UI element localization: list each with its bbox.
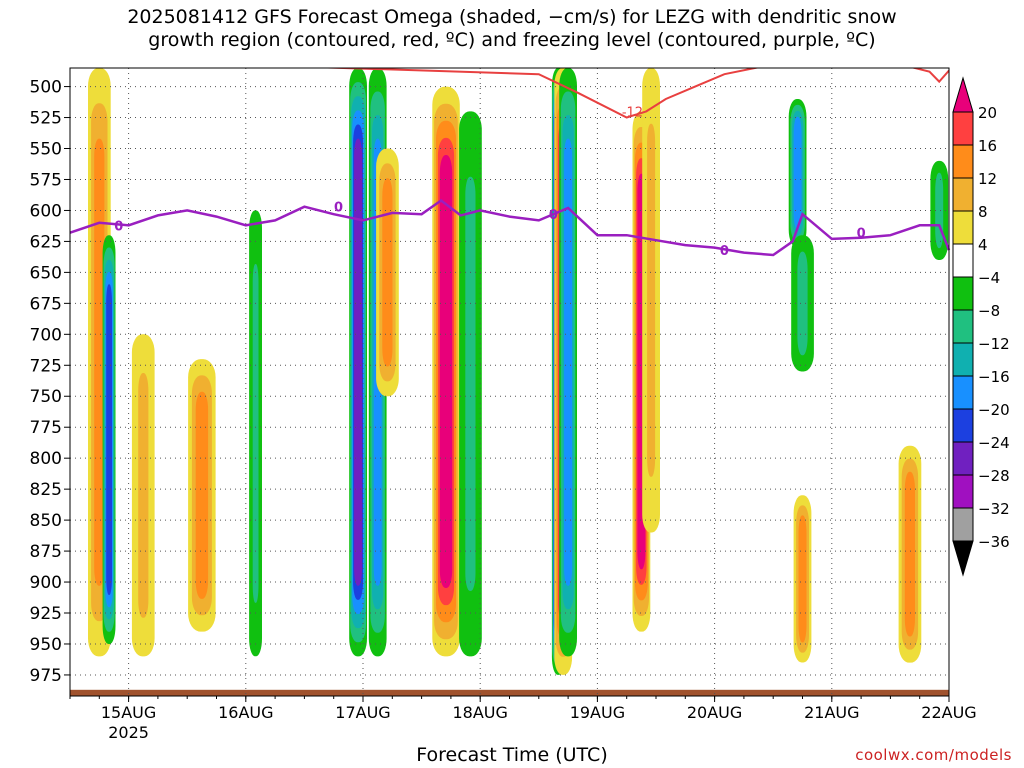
colorbar-swatch [952,210,974,245]
x-tick-label: 20AUG [687,703,742,722]
omega-band-16-level--8 [797,251,808,356]
omega-band-17-level-12 [798,515,807,643]
y-tick-label: 925 [30,604,62,624]
y-tick-label: 800 [30,449,62,469]
colorbar-label: −8 [978,302,1000,320]
x-tick-label: 17AUG [335,703,390,722]
freezing-level-label-2: 0 [549,208,558,223]
x-tick-label: 18AUG [452,703,507,722]
y-tick-label: 975 [30,666,62,686]
colorbar-swatch [952,276,974,311]
colorbar-label: −4 [978,269,1000,287]
chart-title: 2025081412 GFS Forecast Omega (shaded, −… [0,6,1024,52]
y-tick-label: 875 [30,542,62,562]
omega-shading [88,68,949,675]
y-tick-label: 775 [30,418,62,438]
title-line-2: growth region (contoured, red, ºC) and f… [148,29,876,51]
y-tick-label: 825 [30,480,62,500]
omega-band-19-level--8 [935,172,944,249]
y-tick-label: 850 [30,511,62,531]
colorbar-swatch [952,111,974,146]
x-axis-title: Forecast Time (UTC) [416,744,608,766]
colorbar-label: 12 [978,170,997,188]
freezing-level-label-3: 0 [720,244,729,259]
colorbar-label: 20 [978,104,997,122]
colorbar-label: −24 [978,434,1010,452]
freezing-level-label-1: 0 [334,201,343,216]
omega-band-18-level-12 [904,471,915,637]
omega-band-7-level-12 [382,178,393,367]
x-tick-label: 16AUG [218,703,273,722]
plot-area: -12 0 0 0 0 0 500 525 550 575 600 625 650 675 700 725 75… [30,67,977,742]
freezing-level-label-4: 0 [857,227,866,242]
y-tick-label: 550 [30,140,62,160]
colorbar-swatch [952,408,974,443]
colorbar-swatch [952,441,974,476]
x-tick-label: 19AUG [570,703,625,722]
colorbar-label: 4 [978,236,988,254]
dgz-contour: -12 [312,68,949,120]
omega-band-15-level--16 [793,116,802,230]
y-tick-label: 900 [30,573,62,593]
x-axis: 15AUG 16AUG 17AUG 18AUG 19AUG 20AUG 21AUG 22AUG… [69,696,977,742]
colorbar-label: −36 [978,533,1010,551]
y-tick-label: 675 [30,294,62,314]
y-tick-label: 950 [30,635,62,655]
y-tick-label: 575 [30,170,62,190]
omega-band-1-level--20 [106,284,112,595]
colorbar-swatch [952,507,974,542]
title-line-1: 2025081412 GFS Forecast Omega (shaded, −… [127,6,897,28]
colorbar-label: −16 [978,368,1010,386]
x-tick-year: 2025 [108,723,149,742]
omega-band-3-level-12 [195,391,209,599]
surface-terrain [70,689,949,696]
omega-band-9-level--8 [465,176,476,592]
x-tick-label: 21AUG [804,703,859,722]
colorbar-swatch [952,375,974,410]
y-tick-label: 650 [30,263,62,283]
y-tick-label: 625 [30,232,62,252]
colorbar-swatch [952,177,974,212]
omega-band-14-level-8 [647,123,656,477]
omega-band-4-level--8 [252,264,259,603]
colorbar-label: −32 [978,500,1010,518]
colorbar-label: −12 [978,335,1010,353]
colorbar-label: 16 [978,137,997,155]
omega-band-8-level-20 [439,155,453,588]
colorbar-swatch [952,309,974,344]
omega-band-0-level-12 [94,138,105,586]
omega-band-5-level--24 [354,138,363,586]
colorbar-label: −28 [978,467,1010,485]
y-tick-label: 700 [30,325,62,345]
freezing-level-label-0: 0 [114,219,123,234]
x-tick-label: 22AUG [921,703,976,722]
y-tick-label: 500 [30,78,62,98]
y-axis: 500 525 550 575 600 625 650 675 700 725 750 775 800 8… [30,78,70,686]
colorbar: 20 16 12 8 4 −4 −8 −12 −16 −20 −24 −28 −32 −36 [952,76,1010,577]
colorbar-label: 8 [978,203,988,221]
omega-band-12-level--16 [564,138,573,586]
dgz-label: -12 [622,105,643,120]
freezing-level-line [69,198,951,257]
y-tick-label: 725 [30,356,62,376]
x-tick-label: 15AUG [101,703,156,722]
colorbar-top-arrow [952,76,974,113]
colorbar-bottom-arrow [952,540,974,577]
dgz-line [312,68,949,119]
colorbar-swatch [952,144,974,179]
y-tick-label: 750 [30,387,62,407]
colorbar-label: −20 [978,401,1010,419]
colorbar-swatch [952,342,974,377]
source-credit[interactable]: coolwx.com/models [855,746,1012,764]
colorbar-swatch [952,474,974,509]
y-tick-label: 600 [30,201,62,221]
y-tick-label: 525 [30,109,62,129]
omega-band-2-level-8 [138,373,149,618]
colorbar-swatch [952,243,974,278]
